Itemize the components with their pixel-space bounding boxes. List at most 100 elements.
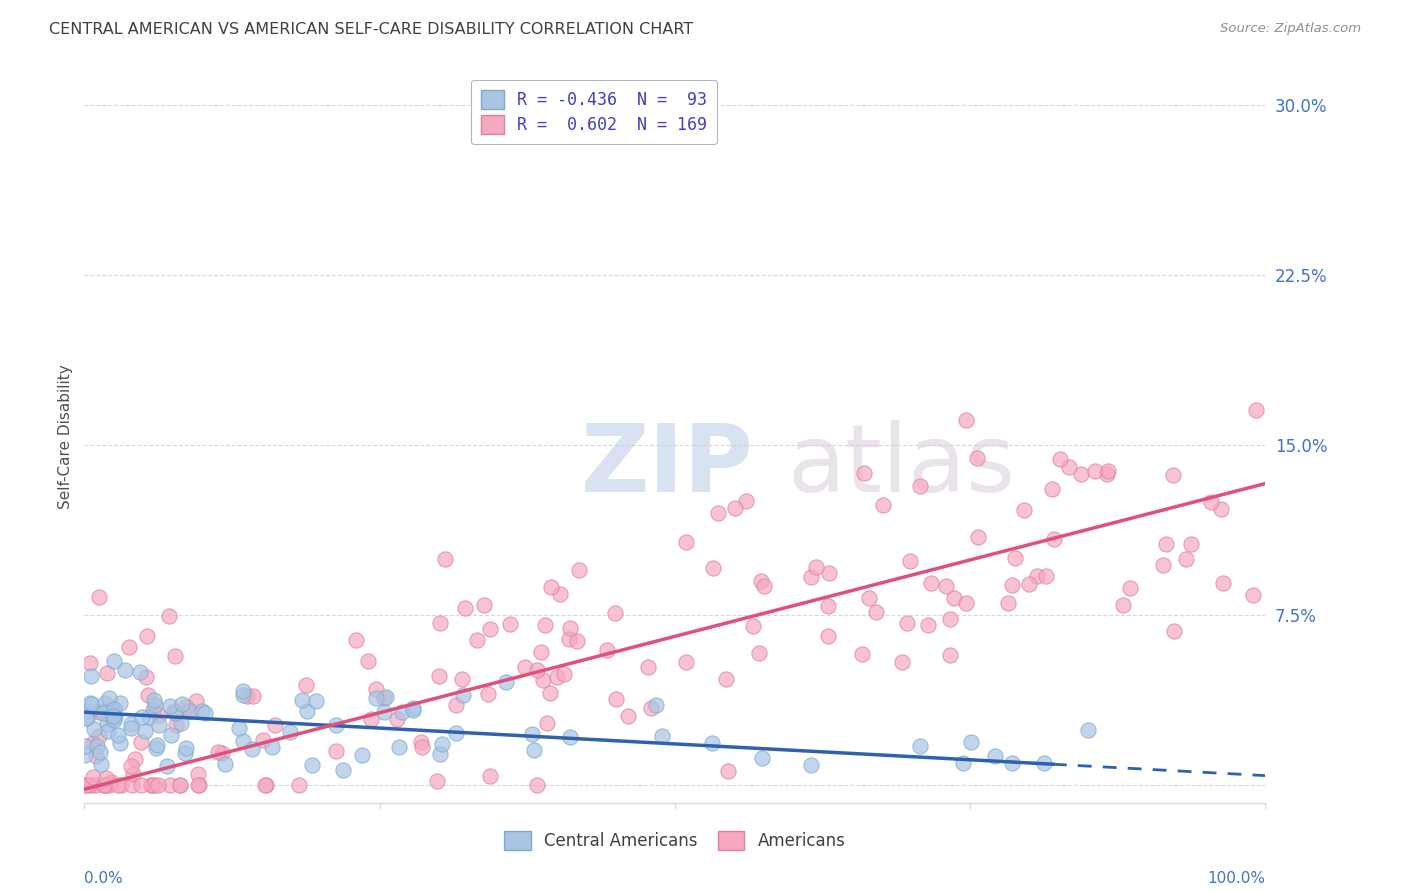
Point <box>344 633 367 648</box>
Point <box>675 655 697 669</box>
Point <box>453 688 475 702</box>
Point <box>640 701 662 715</box>
Point <box>107 728 129 742</box>
Point <box>1025 568 1047 582</box>
Point <box>242 689 264 703</box>
Point <box>644 698 666 712</box>
Point <box>499 617 522 632</box>
Point <box>800 758 823 772</box>
Point <box>103 654 125 668</box>
Point <box>434 552 457 566</box>
Point <box>596 643 619 657</box>
Point <box>478 622 501 636</box>
Point <box>675 535 697 549</box>
Point <box>157 608 180 623</box>
Point <box>228 721 250 735</box>
Text: 0.0%: 0.0% <box>84 871 124 886</box>
Point <box>86 748 108 763</box>
Point <box>146 738 169 752</box>
Point <box>332 763 354 777</box>
Point <box>1095 467 1118 482</box>
Point <box>1212 575 1234 590</box>
Text: CENTRAL AMERICAN VS AMERICAN SELF-CARE DISABILITY CORRELATION CHART: CENTRAL AMERICAN VS AMERICAN SELF-CARE D… <box>49 22 693 37</box>
Point <box>558 621 581 635</box>
Point <box>118 640 141 654</box>
Point <box>100 702 122 716</box>
Point <box>87 729 110 743</box>
Point <box>373 691 395 706</box>
Point <box>702 561 724 575</box>
Point <box>1000 756 1022 770</box>
Point <box>120 758 142 772</box>
Point <box>134 724 156 739</box>
Point <box>357 654 380 668</box>
Point <box>101 712 124 726</box>
Point <box>176 699 198 714</box>
Point <box>724 500 747 515</box>
Point <box>325 744 347 758</box>
Point <box>165 649 187 664</box>
Point <box>129 735 152 749</box>
Point <box>141 778 163 792</box>
Point <box>187 778 209 792</box>
Point <box>651 729 673 743</box>
Point <box>160 728 183 742</box>
Point <box>142 693 165 707</box>
Point <box>211 746 233 760</box>
Point <box>79 669 101 683</box>
Point <box>291 692 314 706</box>
Point <box>477 687 499 701</box>
Point <box>96 771 118 785</box>
Point <box>546 670 568 684</box>
Point <box>1012 503 1035 517</box>
Y-axis label: Self-Care Disability: Self-Care Disability <box>58 365 73 509</box>
Point <box>122 767 145 781</box>
Point <box>252 732 274 747</box>
Point <box>172 697 194 711</box>
Text: atlas: atlas <box>787 420 1015 512</box>
Point <box>174 741 197 756</box>
Point <box>706 506 728 520</box>
Point <box>943 591 966 605</box>
Point <box>366 690 388 705</box>
Point <box>173 746 195 760</box>
Point <box>558 730 581 744</box>
Point <box>170 715 193 730</box>
Point <box>751 750 773 764</box>
Point <box>935 579 957 593</box>
Point <box>100 703 122 717</box>
Point <box>734 493 756 508</box>
Point <box>865 605 887 619</box>
Point <box>616 708 638 723</box>
Point <box>1119 582 1142 596</box>
Point <box>135 670 157 684</box>
Point <box>374 690 396 704</box>
Point <box>156 759 179 773</box>
Point <box>159 778 181 792</box>
Point <box>93 778 115 792</box>
Point <box>534 617 557 632</box>
Point <box>637 659 659 673</box>
Point <box>804 560 827 574</box>
Point <box>262 739 284 754</box>
Point <box>955 413 977 427</box>
Point <box>232 688 254 702</box>
Point <box>295 704 318 718</box>
Point <box>121 778 143 792</box>
Point <box>114 663 136 677</box>
Point <box>80 778 103 792</box>
Point <box>141 702 163 716</box>
Point <box>898 554 921 568</box>
Point <box>163 704 186 718</box>
Point <box>73 748 96 763</box>
Point <box>553 666 575 681</box>
Point <box>143 698 166 712</box>
Point <box>939 648 962 662</box>
Point <box>100 775 122 789</box>
Point <box>75 711 97 725</box>
Point <box>526 663 548 677</box>
Point <box>450 672 472 686</box>
Point <box>858 591 880 606</box>
Point <box>232 683 254 698</box>
Point <box>148 708 170 723</box>
